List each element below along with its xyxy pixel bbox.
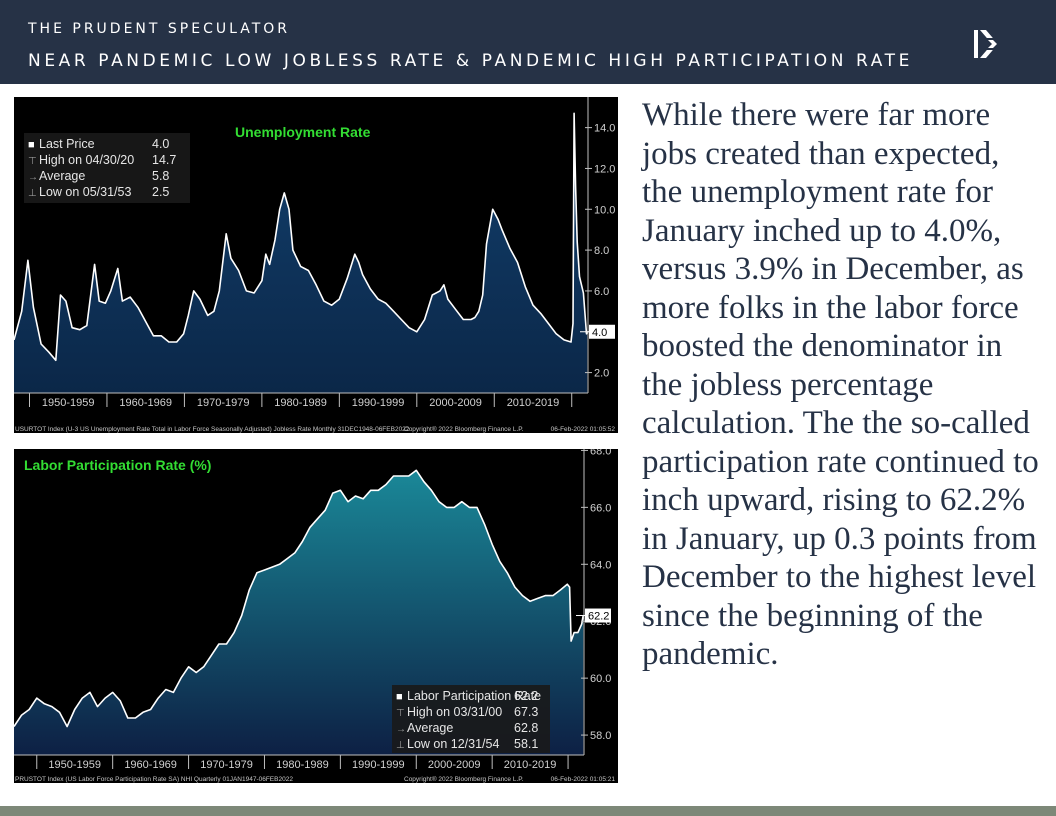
- participation-chart-svg: 58.060.062.064.066.068.062.21950-1959196…: [14, 449, 616, 783]
- legend-marker-icon: ⊥: [396, 740, 405, 751]
- x-tick-label: 1970-1979: [197, 397, 250, 409]
- legend-marker-icon: ⊥: [28, 188, 37, 199]
- y-tick-label: 10.0: [594, 204, 615, 216]
- legend-value: 58.1: [514, 737, 538, 751]
- timestamp-note: 06-Feb-2022 01:05:21: [551, 776, 616, 783]
- last-value-box: [589, 324, 615, 339]
- series-line: [14, 469, 584, 728]
- y-tick-label: 68.0: [590, 449, 611, 457]
- unemployment-chart-svg: 2.0 4.0 6.0 8.0 10.0 12.0 14.0 4.0 1950-1959 1960…: [14, 97, 616, 433]
- commentary-text: While there were far more jobs created t…: [642, 97, 1039, 672]
- legend-label: Low on 05/31/53: [39, 185, 131, 199]
- legend-marker-icon: →: [28, 172, 38, 183]
- brand-name: THE PRUDENT SPECULATOR: [28, 21, 290, 37]
- y-tick-label: 12.0: [594, 163, 615, 175]
- y-tick-label: 14.0: [594, 123, 615, 135]
- header-bar: THE PRUDENT SPECULATOR NEAR PANDEMIC LOW…: [0, 0, 1056, 84]
- legend-marker-icon: ⊤: [396, 708, 405, 719]
- y-tick-label: 58.0: [590, 730, 611, 742]
- legend-label: High on 04/30/20: [39, 153, 134, 167]
- legend-box: [24, 133, 190, 203]
- x-tick-label: 1990-1999: [352, 759, 405, 771]
- legend-value: 4.0: [152, 137, 169, 151]
- x-tick-label: 2010-2019: [507, 397, 560, 409]
- series-area: [14, 113, 588, 394]
- y-tick-label: 6.0: [594, 286, 609, 298]
- legend-marker-icon: ■: [28, 139, 35, 151]
- y-tick-label: 66.0: [590, 502, 611, 514]
- y-tick-label: 8.0: [594, 245, 609, 257]
- series-area: [14, 470, 584, 755]
- chart-title: Unemployment Rate: [235, 124, 371, 140]
- x-tick-label: 1950-1959: [42, 397, 95, 409]
- legend-label: High on 03/31/00: [407, 705, 502, 719]
- x-tick-label: 1960-1969: [124, 759, 177, 771]
- participation-chart: 58.060.062.064.066.068.062.21950-1959196…: [14, 449, 618, 783]
- x-tick-label: 1980-1989: [274, 397, 327, 409]
- legend-value: 14.7: [152, 153, 176, 167]
- legend-value: 5.8: [152, 169, 169, 183]
- source-note: PRUSTOT Index (US Labor Force Participat…: [15, 776, 293, 783]
- legend-marker-icon: →: [396, 724, 406, 735]
- x-tick-label: 2010-2019: [504, 759, 557, 771]
- unemployment-chart: 2.0 4.0 6.0 8.0 10.0 12.0 14.0 4.0 1950-1959 1960…: [14, 97, 618, 433]
- series-line: [14, 112, 588, 362]
- timestamp-note: 06-Feb-2022 01:05:52: [551, 426, 616, 433]
- last-value-box: [585, 608, 611, 623]
- company-logo-icon: [974, 30, 1000, 58]
- x-tick-label: 1960-1969: [119, 397, 172, 409]
- chart-title: Labor Participation Rate (%): [24, 457, 211, 473]
- source-note: USURTOT Index (U-3 US Unemployment Rate …: [15, 426, 410, 433]
- y-tick-label: 60.0: [590, 673, 611, 685]
- legend-label: Low on 12/31/54: [407, 737, 499, 751]
- x-tick-label: 1990-1999: [352, 397, 405, 409]
- legend-marker-icon: ⊤: [28, 156, 37, 167]
- last-value-label: 62.2: [588, 611, 609, 623]
- legend-label: Labor Participation Rate: [407, 689, 541, 703]
- legend-label: Average: [39, 169, 85, 183]
- legend-marker-icon: ■: [396, 691, 403, 703]
- y-tick-label: 64.0: [590, 559, 611, 571]
- x-tick-label: 2000-2009: [428, 759, 481, 771]
- footer-bar: [0, 806, 1056, 816]
- x-tick-label: 1980-1989: [276, 759, 329, 771]
- x-tick-label: 1950-1959: [48, 759, 101, 771]
- legend-box: [392, 685, 550, 753]
- x-tick-label: 2000-2009: [429, 397, 482, 409]
- last-value-label: 4.0: [592, 327, 607, 339]
- slide-title: NEAR PANDEMIC LOW JOBLESS RATE & PANDEMI…: [28, 51, 913, 71]
- legend-value: 62.8: [514, 721, 538, 735]
- legend-label: Last Price: [39, 137, 95, 151]
- legend-value: 62.2: [514, 689, 538, 703]
- copyright-note: Copyright® 2022 Bloomberg Finance L.P.: [404, 425, 524, 433]
- legend-label: Average: [407, 721, 453, 735]
- copyright-note: Copyright® 2022 Bloomberg Finance L.P.: [404, 775, 524, 783]
- legend-value: 2.5: [152, 185, 169, 199]
- x-tick-label: 1970-1979: [200, 759, 253, 771]
- y-tick-label: 2.0: [594, 368, 609, 380]
- legend-value: 67.3: [514, 705, 538, 719]
